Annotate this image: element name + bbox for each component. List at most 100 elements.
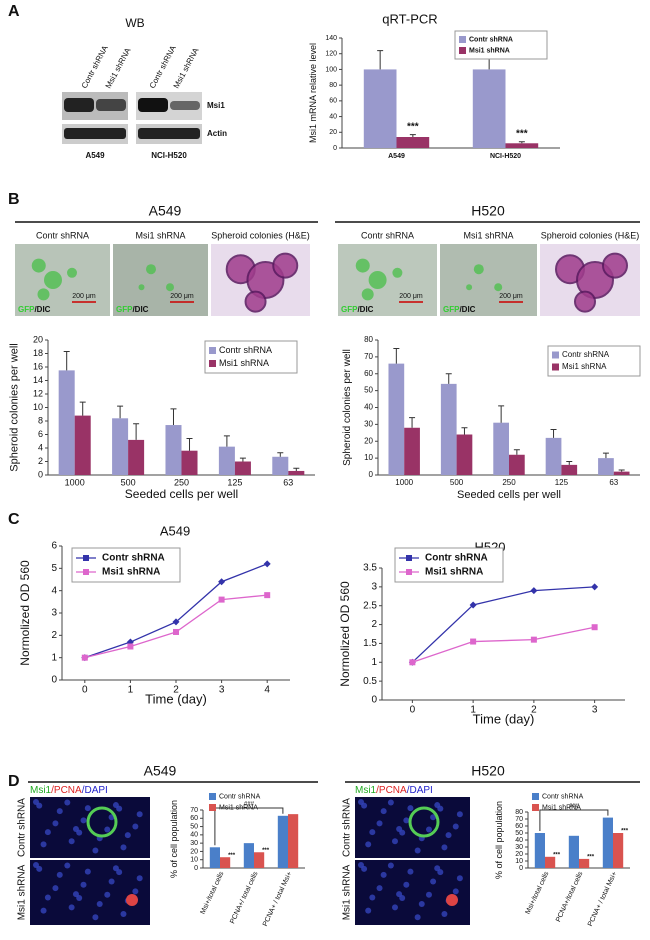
panel-letter: B [8,191,20,208]
y-tick-label: 50 [364,386,373,395]
marker [173,628,179,635]
y-tick-label: 40 [329,113,337,120]
y-tick-label: 20 [515,851,523,858]
cell [67,267,77,278]
scale-bar-label: 200 μm [170,293,194,300]
row-label: Contr shRNA [17,798,28,857]
blot-band [138,128,200,139]
blot-band [96,99,126,111]
y-tick-label: 14 [33,375,43,385]
nucleus [403,817,410,824]
y-tick-label: 3 [371,581,377,592]
error-bar [445,373,452,384]
legend-box [547,345,641,377]
bar [58,370,75,475]
legend-label: Msi1 shRNA [425,567,483,578]
nucleus [132,823,139,830]
bar [288,470,305,475]
nucleus [456,875,463,882]
x-tick-label: 1000 [65,477,85,487]
y-tick-label: 80 [515,809,523,816]
tissue [574,290,596,313]
error-bar [79,401,86,416]
section-header: A549 [149,203,182,219]
scale-bar-label: 200 μm [399,293,423,300]
nucleus [40,907,47,914]
y-tick-label: 18 [33,348,43,358]
significance: *** [516,128,528,139]
y-tick-label: 30 [515,844,523,851]
bar [363,69,397,148]
y-tick-label: 120 [325,51,337,58]
y-tick-label: 2 [51,630,57,641]
stain-label: Msi1/PCNA/DAPI [355,785,433,796]
error-bar [409,417,416,428]
x-tick-label: 125 [227,477,242,487]
chart: A549 0 1 2 3 4 5 6 Normolized OD 560 Time (day) 0 1… [18,523,290,706]
bar [277,815,288,868]
bar [613,833,624,868]
error-bar [566,461,573,465]
nucleus [104,826,111,833]
nucleus [437,869,444,876]
nucleus [391,904,398,911]
legend-marker [83,555,89,561]
y-tick-label: 140 [325,35,337,42]
bar [561,464,578,475]
tissue [602,252,628,279]
bar [388,363,405,475]
x-tick-label: PCNA+/ total cells [229,870,259,925]
blot-band [64,98,94,112]
cell-line-label: A549 [85,151,105,160]
error-bar [293,467,300,471]
legend-swatch [459,36,466,43]
bracket-label: ### [244,802,255,808]
bar [288,814,299,868]
y-tick-label: 70 [190,807,198,814]
error-bar [618,469,625,472]
blot-band [170,101,200,110]
marker [591,583,599,591]
bar [218,446,235,475]
stain-label: GFP/DIC [443,305,476,314]
micrograph [15,244,110,316]
x-tick-label: PCNA+ / total Msi+ [587,871,619,928]
legend-label: Msi1 shRNA [469,47,510,54]
error-bar [550,428,557,438]
significance: *** [262,848,270,854]
nucleus [136,875,143,882]
lane-label: Msi1 shRNA [104,46,133,90]
stain-part: /PCNA [51,785,82,796]
y-tick-label: 20 [329,129,337,136]
y-tick-label: 2.5 [363,600,377,611]
image-row: Contr shRNA GFP/DIC 200 μm Msi1 shRNA GFP/DI… [15,230,640,316]
x-tick-label: 500 [121,477,136,487]
x-tick-label: 250 [174,477,189,487]
legend-swatch [532,804,539,811]
stain-part: /PCNA [376,785,407,796]
x-axis-label: Seeded cells per well [457,489,561,501]
bar [598,458,614,475]
stain-label: GFP/DIC [116,305,149,314]
y-tick-label: 50 [190,823,198,830]
error-bar [513,449,520,455]
nucleus [441,844,448,851]
significance: *** [553,852,561,858]
y-tick-label: 6 [38,429,43,439]
error-bar [186,438,193,451]
bar [234,461,251,475]
marker [591,624,598,631]
y-tick-label: 70 [364,352,373,361]
error-bar [133,423,140,440]
nucleus [132,888,139,895]
y-tick-label: 10 [33,402,43,412]
stain-part: GFP [341,305,358,314]
legend-marker [406,569,412,575]
legend-label: Contr shRNA [542,793,584,800]
bar [568,835,579,868]
x-tick-label: 63 [283,477,293,487]
nucleus [414,914,421,921]
legend-swatch [552,351,559,359]
